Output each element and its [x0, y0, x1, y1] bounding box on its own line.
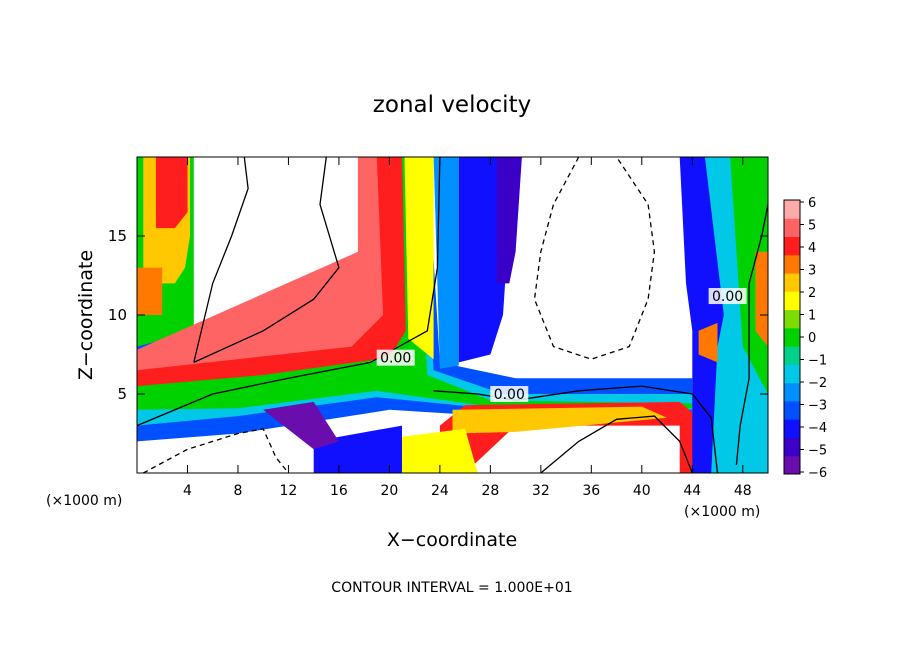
band-left-red: [155, 157, 188, 229]
colorbar-swatch: [784, 200, 800, 219]
x-tick-label: 28: [481, 483, 499, 499]
contour-negative-bottom: [142, 428, 289, 473]
colorbar-label: −2: [808, 376, 827, 391]
contour-interval-note: CONTOUR INTERVAL = 1.000E+01: [331, 580, 572, 596]
colorbar-swatch: [784, 346, 800, 365]
colorbar-swatch: [784, 291, 800, 311]
contour-label-text: 0.00: [712, 289, 743, 305]
x-tick-label: 32: [532, 483, 550, 499]
band-sky: [433, 157, 459, 369]
colorbar-label: −3: [808, 399, 827, 414]
contour-label-bg: [708, 288, 747, 305]
x-tick-label: 12: [280, 483, 298, 499]
colorbar-label: −5: [808, 444, 827, 459]
band-left-orange-low: [137, 267, 163, 315]
colorbar-swatch: [784, 273, 800, 292]
band-orange-lower: [452, 406, 667, 434]
colorbar-swatch: [784, 218, 800, 238]
x-tick-label: 16: [330, 483, 348, 499]
y-axis-label: Z−coordinate: [75, 250, 97, 380]
colorbar-swatch: [784, 400, 800, 420]
y-axis-ticks: 5 10 15: [108, 227, 768, 403]
band-right-orange: [755, 251, 768, 347]
contour-lower-shear: [193, 157, 340, 363]
contour-label: 0.00: [376, 349, 415, 367]
contour-bottom-right: [540, 415, 693, 473]
band-purple-lower: [263, 401, 339, 450]
contour-zero-main: [137, 157, 441, 427]
contour-label: 0.00: [490, 386, 529, 403]
colorbar-swatch: [784, 309, 800, 329]
x-tick-label: 48: [734, 483, 752, 499]
band-pink: [137, 157, 384, 371]
x-tick-label: 36: [582, 483, 600, 499]
colorbar: 6 5 4 3 2 1 0 −1 −2 −3 −4 −5 −6: [783, 196, 827, 481]
band-right-orange-spot: [698, 322, 718, 363]
contour-negative-core: [533, 157, 656, 360]
colorbar-label: 3: [808, 264, 816, 279]
x-unit-left: (×1000 m): [46, 493, 122, 509]
band-yellow: [404, 157, 434, 360]
contour-label-text: 0.00: [380, 351, 411, 367]
y-tick-label: 15: [108, 227, 127, 245]
contour-zero-lower: [433, 385, 719, 473]
x-tick-label: 20: [380, 483, 398, 499]
colorbar-label: −1: [808, 354, 827, 369]
colorbar-label: −4: [808, 421, 827, 436]
colorbar-swatch: [784, 327, 800, 347]
contour-label-text: 0.00: [494, 387, 525, 403]
x-tick-label: 4: [183, 483, 192, 499]
colorbar-label: 1: [808, 309, 816, 324]
contour-upper-left: [193, 157, 249, 363]
colorbar-label: −6: [808, 466, 827, 481]
x-axis-label: X−coordinate: [387, 529, 517, 551]
colorbar-swatch: [784, 254, 800, 274]
colorbar-swatch: [784, 364, 800, 384]
colorbar-swatch: [784, 455, 800, 475]
contour-lines: [137, 157, 768, 473]
contour-label: 0.00: [708, 288, 747, 305]
velocity-color-bands: [137, 157, 768, 473]
x-tick-label: 24: [431, 483, 449, 499]
colorbar-label: 6: [808, 196, 816, 211]
colorbar-swatch: [784, 236, 800, 256]
x-unit-right: (×1000 m): [684, 504, 760, 520]
band-indigo-column: [496, 157, 522, 284]
y-tick-label: 5: [117, 385, 127, 403]
chart-title: zonal velocity: [373, 92, 531, 118]
plot-area: [137, 157, 768, 473]
band-right-green: [730, 157, 768, 394]
colorbar-label: 2: [808, 286, 816, 301]
colorbar-label: 5: [808, 219, 816, 234]
contour-label-bg: [490, 386, 529, 402]
contour-zero-right: [735, 204, 768, 466]
x-tick-label: 44: [683, 483, 701, 499]
contour-label-bg: [376, 349, 415, 366]
colorbar-swatch: [784, 382, 800, 402]
colorbar-label: 4: [808, 241, 816, 256]
colorbar-swatch: [784, 437, 800, 457]
colorbar-swatch: [784, 419, 800, 438]
contour-labels: 0.00 0.00 0.00: [376, 288, 747, 403]
x-axis-ticks: 4 8 12 16 20 24 28 32 36 40 44 48: [183, 157, 752, 499]
y-tick-label: 10: [108, 306, 127, 324]
x-tick-label: 40: [633, 483, 651, 499]
band-yellow-lower: [376, 428, 478, 473]
x-tick-label: 8: [233, 483, 242, 499]
colorbar-label: 0: [808, 331, 816, 346]
